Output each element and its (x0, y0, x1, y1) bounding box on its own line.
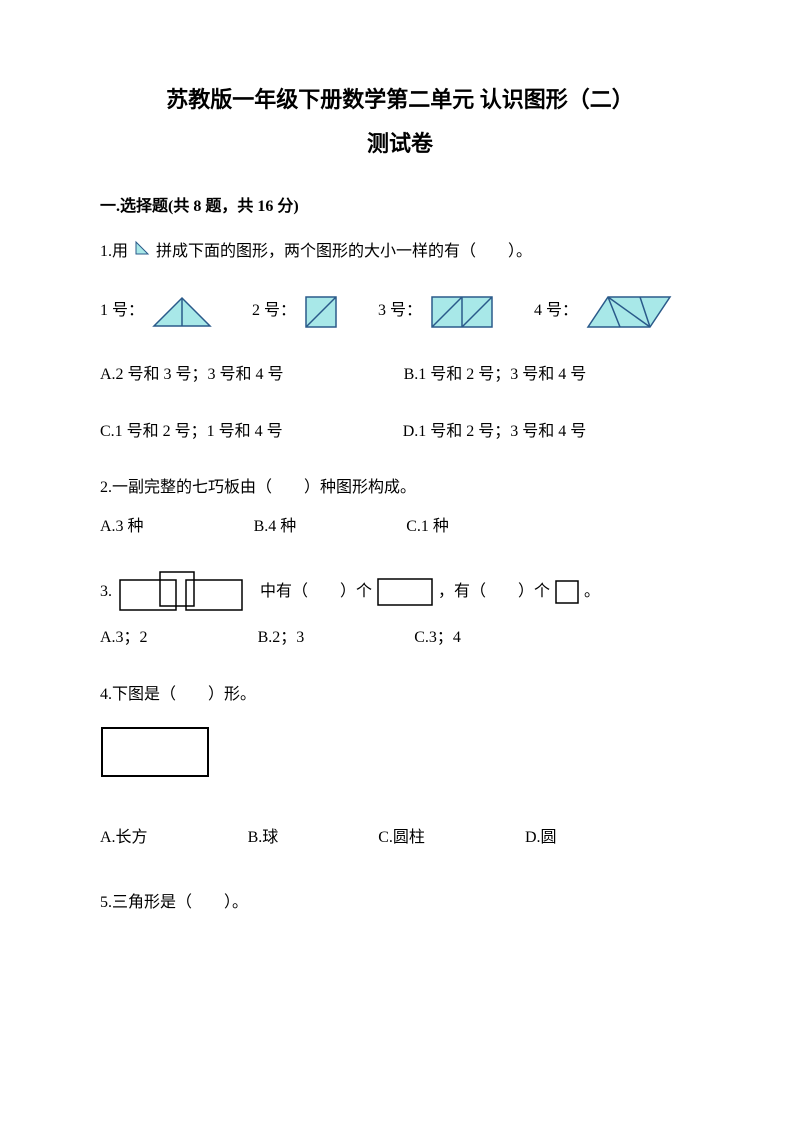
q1-options-ab: A.2 号和 3 号；3 号和 4 号 B.1 号和 2 号；3 号和 4 号 (100, 361, 700, 390)
q1-opt-d: D.1 号和 2 号；3 号和 4 号 (403, 418, 587, 447)
q2-opt-b: B.4 种 (254, 513, 297, 542)
shape-3-label: 3 号： (378, 297, 422, 326)
q4-options: A.长方 B.球 C.圆柱 D.圆 (100, 824, 700, 853)
question-1: 1.用 拼成下面的图形，两个图形的大小一样的有（ ）。 1 号： 2 号： 3 … (100, 238, 700, 446)
square-icon (554, 579, 580, 605)
question-2: 2.一副完整的七巧板由（ ）种图形构成。 A.3 种 B.4 种 C.1 种 (100, 474, 700, 542)
question-4: 4.下图是（ ）形。 A.长方 B.球 C.圆柱 D.圆 (100, 681, 700, 853)
question-3: 3. 中有（ ）个 ，有（ ）个 。 A.3；2 B.2；3 C.3；4 (100, 570, 700, 653)
q3-opt-b: B.2；3 (258, 624, 305, 653)
q2-opt-a: A.3 种 (100, 513, 144, 542)
shape-2-label: 2 号： (252, 297, 296, 326)
q2-text: 2.一副完整的七巧板由（ ）种图形构成。 (100, 474, 700, 503)
q3-opt-a: A.3；2 (100, 624, 148, 653)
rectangle-icon (376, 577, 434, 607)
q3-overlap-shape (116, 570, 256, 614)
shape-3: 3 号： (378, 295, 494, 329)
shape-2: 2 号： (252, 295, 338, 329)
q3-mid2: ，有（ ）个 (438, 578, 550, 607)
page-subtitle: 测试卷 (100, 124, 700, 164)
page-title: 苏教版一年级下册数学第二单元 认识图形（二） (100, 80, 700, 120)
q1-opt-a: A.2 号和 3 号；3 号和 4 号 (100, 361, 284, 390)
q2-opt-c: C.1 种 (406, 513, 449, 542)
shape-4-label: 4 号： (534, 297, 578, 326)
q5-text: 5.三角形是（ ）。 (100, 889, 700, 918)
q1-opt-c: C.1 号和 2 号；1 号和 4 号 (100, 418, 283, 447)
q3-pre: 3. (100, 578, 112, 607)
shape-4-svg (586, 295, 672, 329)
q3-opt-c: C.3；4 (414, 624, 461, 653)
q4-shape (100, 726, 700, 789)
shape-4: 4 号： (534, 295, 672, 329)
q1-pre: 1.用 (100, 243, 128, 260)
q4-text: 4.下图是（ ）形。 (100, 681, 700, 710)
triangle-icon (134, 238, 150, 267)
shape-1: 1 号： (100, 296, 212, 328)
shape-3-svg (430, 295, 494, 329)
section-header: 一.选择题(共 8 题，共 16 分) (100, 193, 700, 222)
q3-options: A.3；2 B.2；3 C.3；4 (100, 624, 700, 653)
shape-2-svg (304, 295, 338, 329)
q1-post: 拼成下面的图形，两个图形的大小一样的有（ ）。 (156, 243, 532, 260)
q1-options-cd: C.1 号和 2 号；1 号和 4 号 D.1 号和 2 号；3 号和 4 号 (100, 418, 700, 447)
q2-options: A.3 种 B.4 种 C.1 种 (100, 513, 700, 542)
q4-opt-c: C.圆柱 (378, 824, 425, 853)
shape-1-svg (152, 296, 212, 328)
q1-opt-b: B.1 号和 2 号；3 号和 4 号 (404, 361, 587, 390)
shape-1-label: 1 号： (100, 297, 144, 326)
q4-opt-d: D.圆 (525, 824, 557, 853)
q3-mid1: 中有（ ）个 (260, 578, 372, 607)
q1-shapes-row: 1 号： 2 号： 3 号： 4 号： (100, 295, 700, 329)
q3-post: 。 (584, 578, 600, 607)
question-5: 5.三角形是（ ）。 (100, 889, 700, 918)
q4-opt-b: B.球 (248, 824, 279, 853)
q4-opt-a: A.长方 (100, 824, 148, 853)
